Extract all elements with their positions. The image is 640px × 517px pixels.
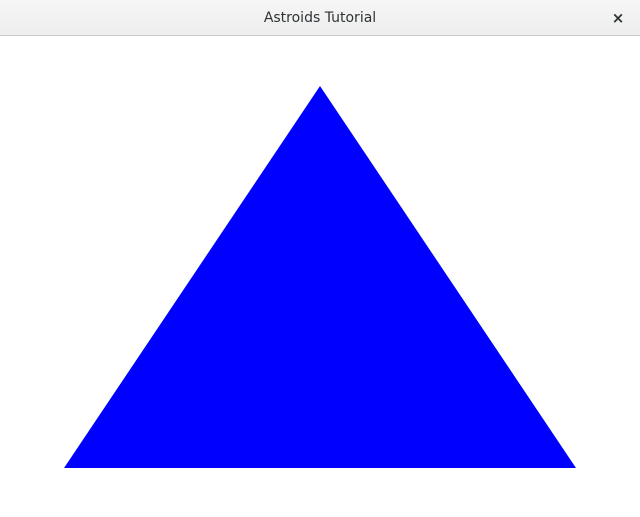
game-canvas[interactable]: [0, 36, 640, 517]
title-bar[interactable]: Astroids Tutorial ×: [0, 0, 640, 36]
canvas-svg: [0, 36, 640, 517]
window-title: Astroids Tutorial: [0, 0, 640, 36]
close-icon[interactable]: ×: [604, 4, 632, 32]
